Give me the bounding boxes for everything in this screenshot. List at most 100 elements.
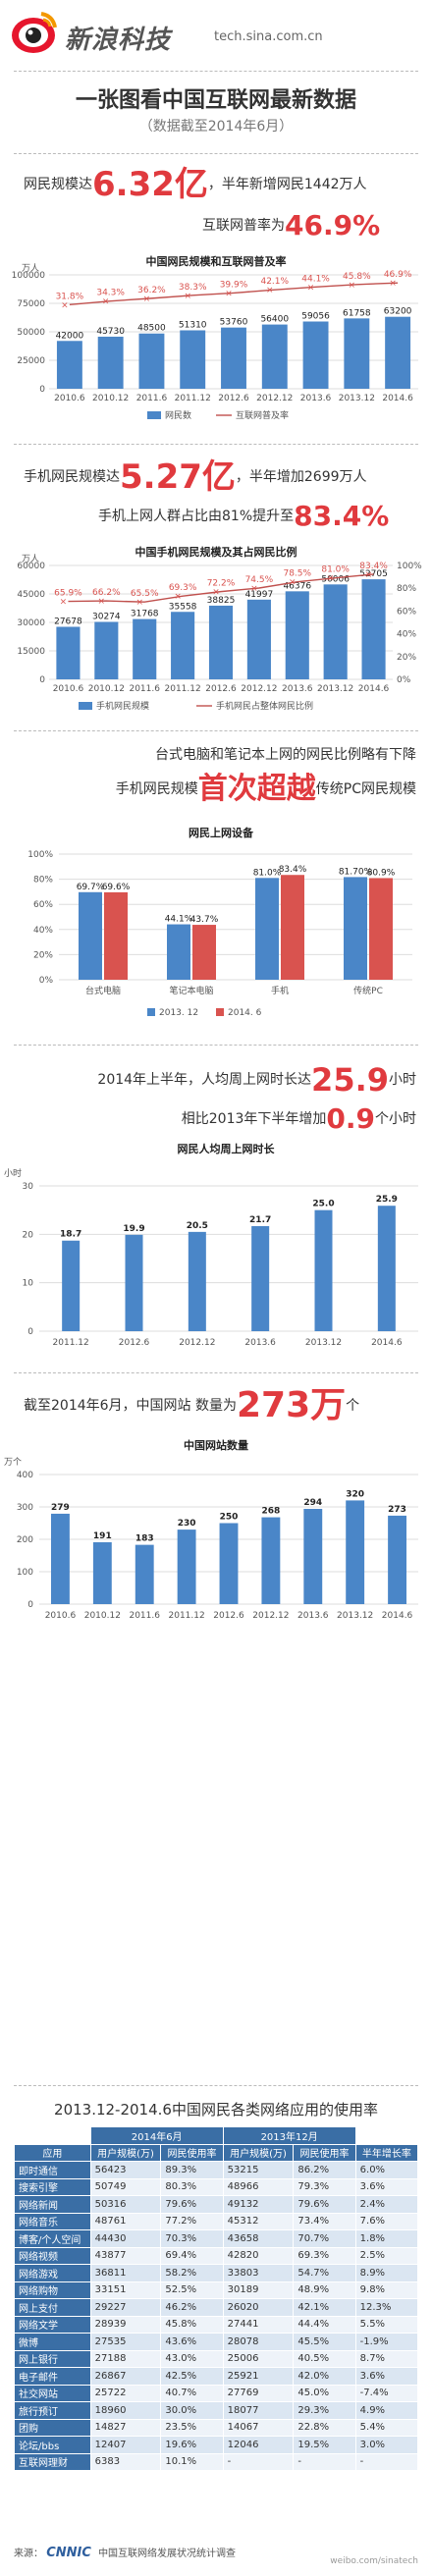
bar <box>94 621 119 679</box>
table-cell: 23.5% <box>160 2418 224 2437</box>
table-cell: 22.8% <box>293 2418 356 2437</box>
table-cell: 79.6% <box>160 2195 224 2214</box>
online-hours-line-2: 相比2013年下半年增加0.9个小时 <box>0 1101 416 1137</box>
table-cell: 42.1% <box>293 2298 356 2317</box>
x-tick-label: 2013.12 <box>317 684 353 694</box>
table-cell: 2.5% <box>354 2246 419 2265</box>
bar-value-label: 48500 <box>137 324 166 334</box>
rate-label: 42.1% <box>260 277 289 287</box>
table-column-header: 用户规模(万) <box>222 2143 295 2162</box>
chart-title: 中国手机网民规模及其占网民比例 <box>135 545 297 559</box>
site-url[interactable]: tech.sina.com.cn <box>214 29 323 44</box>
bar-value-label: 35558 <box>169 602 197 612</box>
bar-value-label: 30274 <box>92 612 121 621</box>
mobile-share-line: 手机上网人群占比由81%提升至83.4% <box>98 499 389 534</box>
bar-value-label: 20.5 <box>187 1221 208 1231</box>
bar <box>180 330 206 389</box>
table-cell: 42.5% <box>160 2367 224 2386</box>
bar <box>92 1541 112 1604</box>
bar-value-label: 191 <box>93 1531 112 1541</box>
table-cell: 42820 <box>222 2246 295 2265</box>
bar-value-label: 273 <box>388 1505 406 1515</box>
table-cell: 3.6% <box>354 2367 419 2386</box>
y2-tick-label: 80% <box>397 584 416 594</box>
x-tick-label: 2014.6 <box>358 684 390 694</box>
chart-title: 网民上网设备 <box>189 826 254 839</box>
bar <box>251 1225 270 1331</box>
device-bar <box>344 877 367 980</box>
device-bar <box>369 878 393 980</box>
bar <box>133 618 157 679</box>
device-line-2-suffix: 传统PC网民规模 <box>315 781 416 797</box>
online-hours-line-1: 2014年上半年，人均周上网时长达25.9小时 <box>0 1060 416 1100</box>
table-cell: 50749 <box>89 2177 162 2196</box>
table-cell: 43658 <box>222 2229 295 2248</box>
rate-label: 72.2% <box>207 579 236 589</box>
rate-label: 34.3% <box>96 289 125 298</box>
rate-label: 38.3% <box>179 283 207 293</box>
y-tick-label: 0% <box>39 976 54 986</box>
y2-tick-label: 40% <box>397 630 416 640</box>
bar-value-label: 38825 <box>207 596 236 606</box>
table-cell: -1.9% <box>354 2333 419 2351</box>
table-cell: 1.8% <box>354 2229 419 2248</box>
table-app-name: 网络音乐 <box>14 2212 91 2230</box>
y-tick-label: 10 <box>23 1279 34 1289</box>
weibo-watermark[interactable]: weibo.com/sinatech <box>330 2556 418 2566</box>
sina-eye-logo-icon[interactable] <box>8 8 59 59</box>
device-bar-label: 81.70% <box>339 867 373 877</box>
rate-label: 46.9% <box>384 270 412 280</box>
table-cell: 2.4% <box>354 2195 419 2214</box>
y-tick-label: 80% <box>33 876 53 886</box>
table-app-name: 微博 <box>14 2333 91 2351</box>
table-row: 即时通信 56423 89.3% 53215 86.2% 6.0% <box>14 2161 419 2179</box>
rate-label: 39.9% <box>220 280 248 290</box>
table-row: 搜索引擎 50749 80.3% 48966 79.3% 3.6% <box>14 2177 419 2196</box>
section-divider <box>14 1045 418 1046</box>
table-cell: 44430 <box>89 2229 162 2248</box>
legend-label-bars: 网民数 <box>165 409 191 421</box>
y-tick-label: 25000 <box>17 356 45 366</box>
x-tick-label: 手机 <box>271 985 289 996</box>
table-cell: 6.0% <box>354 2161 419 2179</box>
rate-label: 66.2% <box>92 588 121 598</box>
cnnic-logo[interactable]: CNNIC <box>46 2546 91 2560</box>
rate-marker: × <box>212 588 220 598</box>
device-line-2: 手机网民规模首次超越传统PC网民规模 <box>0 770 416 809</box>
rate-label: 45.8% <box>343 272 371 282</box>
table-cell: - <box>222 2452 295 2471</box>
table-app-name: 搜索引擎 <box>14 2177 91 2196</box>
y-tick-label: 300 <box>17 1503 33 1513</box>
table-app-name: 即时通信 <box>14 2161 91 2179</box>
x-tick-label: 2014.6 <box>382 1611 413 1621</box>
bar-value-label: 46376 <box>283 581 311 591</box>
rate-marker: × <box>365 570 373 580</box>
table-cell: 56423 <box>89 2161 162 2179</box>
table-cell: 10.1% <box>160 2452 224 2471</box>
table-cell: 43.6% <box>160 2333 224 2351</box>
table-row: 论坛/bbs 12407 19.6% 12046 19.5% 3.0% <box>14 2436 419 2454</box>
bar <box>361 579 386 679</box>
table-row: 网络游戏 36811 58.2% 33803 54.7% 8.9% <box>14 2264 419 2282</box>
x-tick-label: 2013.12 <box>305 1338 342 1348</box>
penetration-value: 46.9% <box>285 209 381 242</box>
bar <box>303 1508 323 1604</box>
x-tick-label: 2011.12 <box>165 684 201 694</box>
bar <box>221 327 246 389</box>
y-axis-label: 万个 <box>4 1457 22 1468</box>
x-tick-label: 2012.6 <box>218 394 249 403</box>
table-row: 旅行预订 18960 30.0% 18077 29.3% 4.9% <box>14 2401 419 2420</box>
y-axis-label: 小时 <box>4 1167 22 1179</box>
table-cell: 12046 <box>222 2436 295 2454</box>
bar <box>388 1515 406 1604</box>
bar <box>246 599 271 679</box>
penetration-prefix: 互联网普率为 <box>202 218 285 234</box>
x-tick-label: 2012.6 <box>205 684 237 694</box>
x-tick-label: 2010.12 <box>92 394 129 403</box>
table-cell: 46.2% <box>160 2298 224 2317</box>
table-cell: 80.3% <box>160 2177 224 2196</box>
brand-name[interactable]: 新浪科技 <box>65 26 172 55</box>
y-tick-label: 20 <box>23 1230 34 1240</box>
table-cell: 12407 <box>89 2436 162 2454</box>
